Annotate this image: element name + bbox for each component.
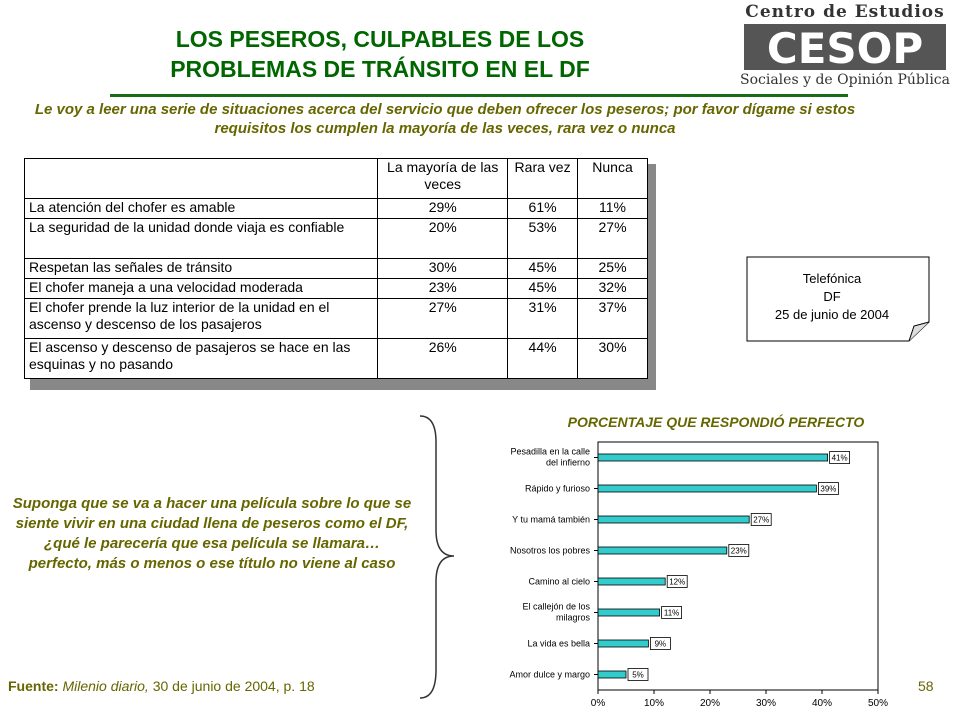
row-item: El chofer prende la luz interior de la u… — [23, 298, 379, 339]
suppose-question-text: Suponga que se va a hacer una película s… — [12, 495, 412, 572]
value-label: 27% — [753, 516, 769, 525]
value-label-box — [649, 637, 671, 650]
row-item: El ascenso y descenso de pasajeros se ha… — [23, 338, 379, 379]
category-label: El callejón de los milagros — [522, 602, 590, 623]
header-rule — [110, 94, 848, 97]
row-rara: 45% — [507, 258, 579, 279]
table-row: Respetan las señales de tránsito 30% 45%… — [23, 258, 648, 279]
value-label-box — [627, 668, 649, 681]
curly-brace — [419, 415, 455, 699]
category-label: Pesadilla en la calle del infierno — [510, 447, 590, 468]
row-item: Respetan las señales de tránsito — [23, 258, 379, 279]
bar — [597, 453, 829, 462]
row-mayoria: 23% — [377, 278, 509, 299]
row-mayoria: 27% — [377, 298, 509, 339]
source-label: Fuente: — [8, 678, 59, 694]
x-tick-label: 40% — [812, 698, 832, 709]
logo-mark: CESOP — [744, 24, 946, 73]
row-rara: 53% — [507, 218, 579, 259]
bar — [597, 639, 649, 648]
category-label: Nosotros los pobres — [510, 546, 591, 556]
logo-bottom-text: Sociales y de Opinión Pública — [740, 72, 950, 88]
note-line-1: Telefónica — [802, 271, 862, 286]
table-row: La atención del chofer es amable 29% 61%… — [23, 198, 648, 219]
category-label: Rápido y furioso — [525, 484, 590, 494]
note-line-3: 25 de junio de 2004 — [774, 307, 890, 322]
table-row: El chofer maneja a una velocidad moderad… — [23, 278, 648, 299]
bar — [597, 546, 728, 555]
header-cell-item — [23, 158, 379, 199]
survey-table: La mayoría de las veces Rara vez Nunca L… — [23, 158, 648, 379]
value-label-box — [666, 575, 688, 588]
value-label-box — [661, 606, 683, 619]
question-text: Le voy a leer una serie de situaciones a… — [34, 101, 856, 137]
page-number: 58 — [918, 678, 934, 694]
x-tick-label: 10% — [644, 698, 664, 709]
value-label-box — [817, 482, 839, 495]
bar — [597, 670, 627, 679]
note-text: Telefónica DF 25 de junio de 2004 — [746, 270, 918, 324]
row-nunca: 30% — [577, 338, 648, 379]
chart-title: PORCENTAJE QUE RESPONDIÓ PERFECTO — [567, 414, 865, 430]
logo-mark-text: CESOP — [767, 24, 923, 73]
row-rara: 61% — [507, 198, 579, 219]
value-label: 9% — [655, 640, 667, 649]
source-detail: 30 de junio de 2004, p. 18 — [152, 678, 315, 694]
table-row: La seguridad de la unidad donde viaja es… — [23, 218, 648, 259]
row-item: El chofer maneja a una velocidad moderad… — [23, 278, 379, 299]
x-tick-label: 0% — [591, 698, 606, 709]
category-label: Amor dulce y margo — [509, 670, 590, 680]
plot-area — [597, 441, 879, 691]
row-rara: 45% — [507, 278, 579, 299]
bar — [597, 608, 660, 617]
x-tick-label: 50% — [868, 698, 888, 709]
x-tick-label: 30% — [756, 698, 776, 709]
source-publication: Milenio diario, — [62, 678, 149, 694]
row-nunca: 27% — [577, 218, 648, 259]
row-mayoria: 20% — [377, 218, 509, 259]
value-label: 11% — [664, 609, 679, 618]
value-label: 12% — [669, 578, 685, 587]
row-mayoria: 29% — [377, 198, 509, 219]
value-label-box — [829, 451, 851, 464]
table-row: El chofer prende la luz interior de la u… — [23, 298, 648, 339]
header-cell-nunca: Nunca — [577, 158, 648, 199]
title-line-1: LOS PESEROS, CULPABLES DE LOS — [175, 26, 585, 52]
category-label: Y tu mamá también — [512, 515, 590, 525]
category-label: La vida es bella — [527, 639, 590, 649]
table-row: El ascenso y descenso de pasajeros se ha… — [23, 338, 648, 379]
row-item: La atención del chofer es amable — [23, 198, 379, 219]
note-line-2: DF — [823, 289, 841, 304]
row-mayoria: 26% — [377, 338, 509, 379]
value-label: 23% — [731, 547, 747, 556]
value-label: 5% — [632, 671, 644, 680]
bar — [597, 577, 666, 586]
bar-chart: 0% 10% 20% 30% 40% 50% Pesadilla en la calle de… — [509, 441, 888, 709]
bar — [597, 484, 817, 493]
page-title: LOS PESEROS, CULPABLES DE LOS PROBLEMAS … — [120, 24, 640, 84]
row-nunca: 11% — [577, 198, 648, 219]
table-header-row: La mayoría de las veces Rara vez Nunca — [23, 158, 648, 199]
row-mayoria: 30% — [377, 258, 509, 279]
row-nunca: 32% — [577, 278, 648, 299]
title-line-2: PROBLEMAS DE TRÁNSITO EN EL DF — [170, 56, 590, 82]
cesop-logo: Centro de Estudios CESOP Sociales y de O… — [738, 2, 952, 94]
row-nunca: 37% — [577, 298, 648, 339]
value-label-box — [728, 544, 750, 557]
category-label: Camino al cielo — [528, 577, 590, 587]
bar — [597, 515, 750, 524]
header-cell-mayoria: La mayoría de las veces — [377, 158, 509, 199]
value-label: 39% — [820, 485, 836, 494]
row-item: La seguridad de la unidad donde viaja es… — [23, 218, 379, 259]
header-cell-rara: Rara vez — [507, 158, 579, 199]
x-tick-label: 20% — [700, 698, 720, 709]
row-rara: 44% — [507, 338, 579, 379]
value-label: 41% — [832, 454, 848, 463]
source-footnote: Fuente: Milenio diario, 30 de junio de 2… — [8, 678, 315, 694]
note-box — [746, 256, 930, 342]
row-nunca: 25% — [577, 258, 648, 279]
value-label-box — [750, 513, 772, 526]
row-rara: 31% — [507, 298, 579, 339]
logo-top-text: Centro de Estudios — [745, 2, 945, 22]
